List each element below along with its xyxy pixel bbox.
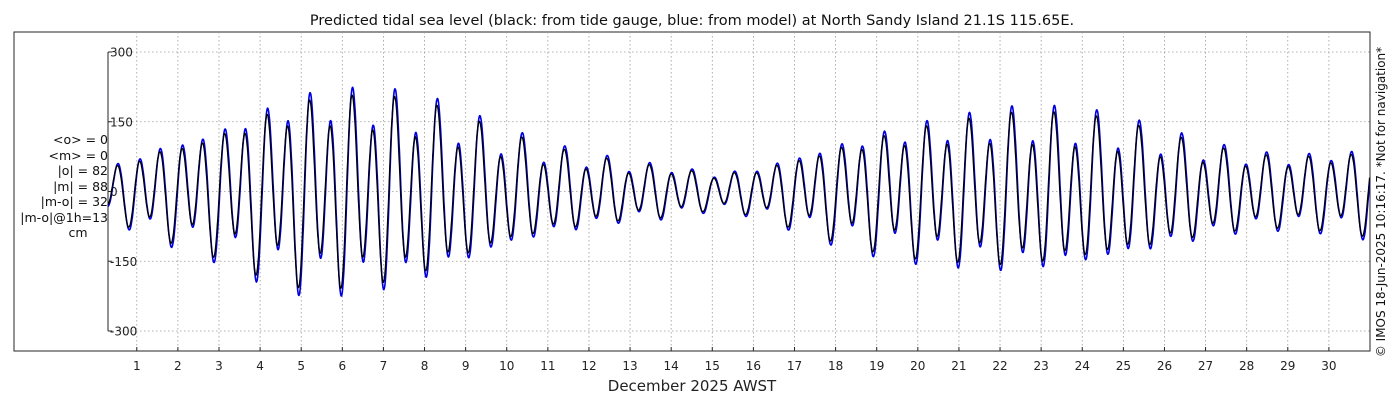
x-tick-label: 11	[540, 359, 555, 373]
stat-mean-model: <m> = 0	[48, 147, 109, 163]
x-tick-label: 3	[215, 359, 223, 373]
stat-abs-diff-1h: |m-o|@1h=13	[20, 209, 108, 225]
x-tick-label: 21	[951, 359, 966, 373]
stat-mean-observed: <o> = 0	[53, 132, 108, 147]
x-tick-label: 9	[462, 359, 470, 373]
x-tick-label: 6	[338, 359, 346, 373]
x-tick-label: 29	[1280, 359, 1295, 373]
x-tick-label: 4	[256, 359, 264, 373]
x-tick-label: 19	[869, 359, 884, 373]
stat-abs-model: |m| = 88	[53, 178, 108, 194]
y-tick-label: 150	[110, 115, 133, 129]
chart-title: Predicted tidal sea level (black: from t…	[310, 13, 1074, 29]
x-tick-label: 12	[581, 359, 596, 373]
grid-layer	[108, 32, 1370, 351]
x-tick-label: 14	[664, 359, 679, 373]
x-tick-label: 22	[992, 359, 1007, 373]
stat-unit: cm	[68, 225, 88, 240]
x-tick-label: 18	[828, 359, 843, 373]
statistics-panel: <o> = 0 <m> = 0 |o| = 82 |m| = 88 |m-o| …	[0, 132, 108, 241]
stat-abs-observed: |o| = 82	[57, 163, 108, 178]
x-tick-label: 2	[174, 359, 182, 373]
x-axis-label: December 2025 AWST	[608, 377, 777, 395]
x-tick-label: 8	[421, 359, 429, 373]
x-tick-label: 5	[297, 359, 305, 373]
x-tick-label: 25	[1116, 359, 1131, 373]
x-tick-label: 23	[1033, 359, 1048, 373]
x-tick-label: 13	[622, 359, 637, 373]
x-tick-label: 27	[1198, 359, 1213, 373]
x-tick-label: 24	[1075, 359, 1090, 373]
y-tick-label: 0	[110, 185, 118, 199]
y-tick-label: -300	[110, 325, 137, 339]
x-tick-label: 1	[133, 359, 141, 373]
x-tick-label: 28	[1239, 359, 1254, 373]
x-tick-label: 17	[787, 359, 802, 373]
y-tick-label: -150	[110, 255, 137, 269]
stat-abs-diff: |m-o| = 32	[40, 194, 108, 209]
credit-text: © IMOS 18-Jun-2025 10:16:17. *Not for na…	[1374, 46, 1388, 358]
x-tick-label: 30	[1321, 359, 1336, 373]
series-layer	[107, 86, 1371, 297]
x-tick-label: 7	[380, 359, 388, 373]
x-tick-label: 10	[499, 359, 514, 373]
x-ticks: 1 2 3 4 5 6 7 8 9 10 11 12 13 14 15 16 17 18 19 20 21 22 23 24 2…	[133, 347, 1337, 373]
y-tick-label: 300	[110, 46, 133, 60]
x-tick-label: 15	[705, 359, 720, 373]
x-tick-label: 16	[746, 359, 761, 373]
x-tick-label: 26	[1157, 359, 1172, 373]
series-line-tide-gauge	[107, 94, 1371, 289]
x-tick-label: 20	[910, 359, 925, 373]
y-ticks: 300 150 0 -150 -300	[108, 46, 137, 339]
